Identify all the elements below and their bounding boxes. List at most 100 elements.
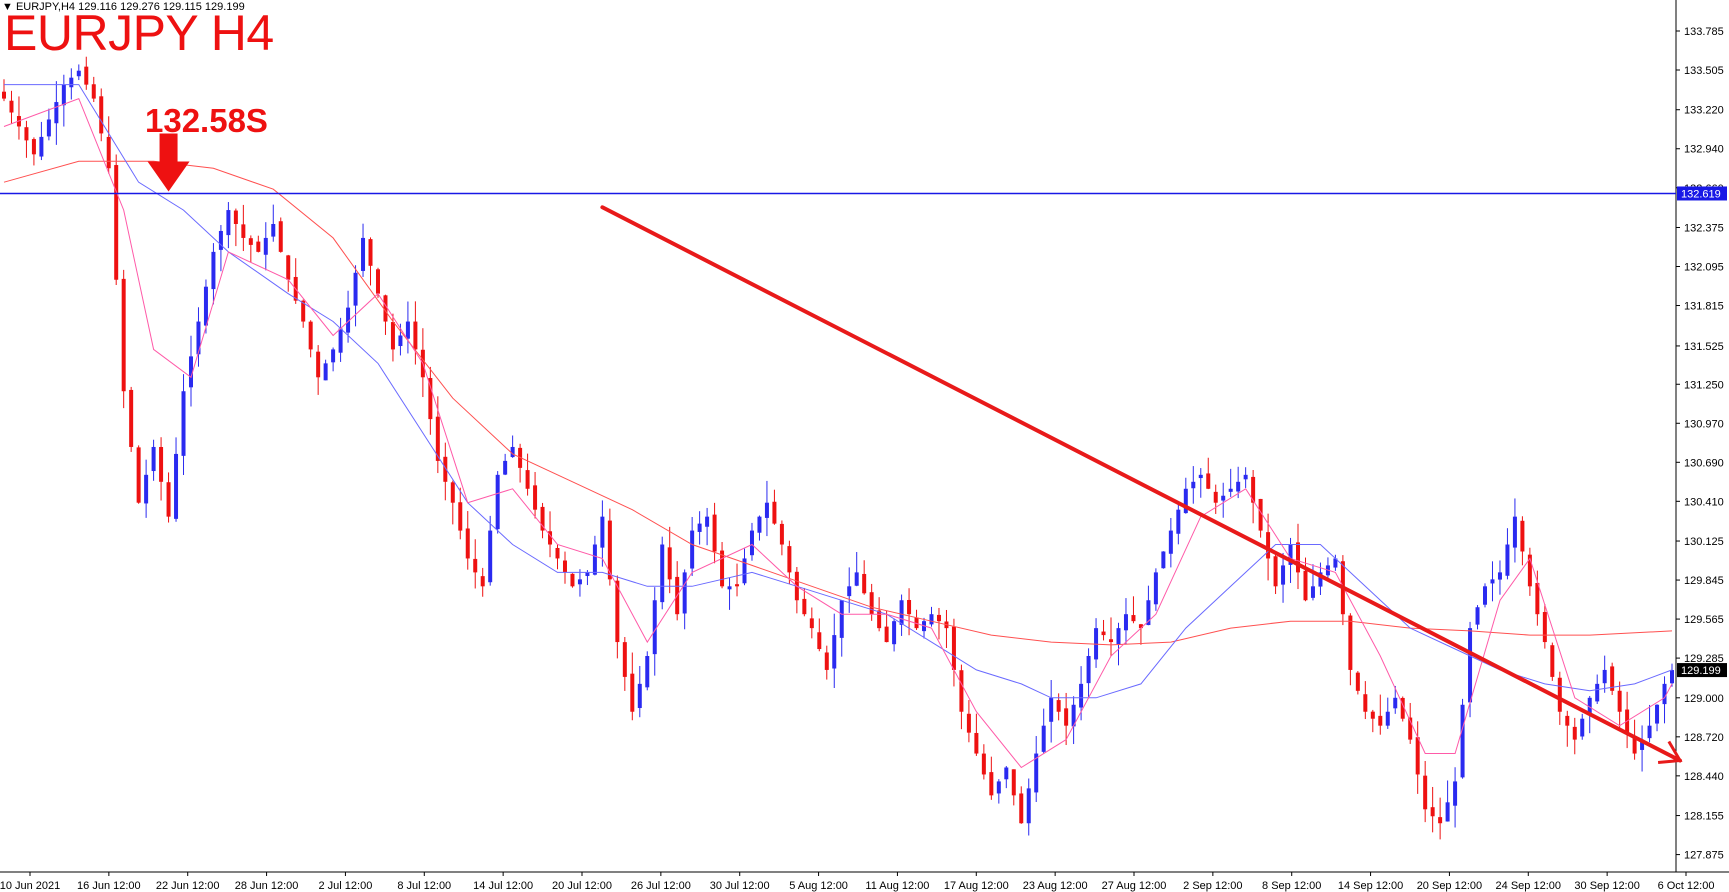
bear-candle (884, 626, 889, 643)
bear-candle (428, 377, 433, 420)
bull-candle (361, 237, 366, 271)
x-tick-label: 17 Aug 12:00 (944, 880, 1009, 892)
bull-candle (1670, 670, 1674, 684)
x-tick-label: 20 Jul 12:00 (552, 880, 612, 892)
bear-candle (443, 456, 448, 482)
bull-candle (1026, 788, 1031, 824)
bear-candle (615, 580, 620, 643)
bull-candle (353, 272, 358, 306)
y-tick-label: 130.690 (1684, 457, 1724, 469)
bear-candle (735, 584, 740, 587)
moving-average-fast (3, 97, 1673, 769)
bull-candle (1161, 551, 1166, 569)
bear-candle (31, 139, 36, 155)
y-tick-label: 131.525 (1684, 341, 1724, 353)
bear-candle (1251, 476, 1256, 503)
bear-candle (989, 772, 994, 796)
bull-candle (495, 474, 500, 530)
bull-candle (832, 635, 837, 669)
sell-arrow-down-icon (147, 133, 190, 192)
bear-candle (824, 652, 829, 670)
bull-candle (181, 391, 186, 456)
bull-candle (996, 781, 1001, 794)
bear-candle (540, 506, 545, 531)
bear-candle (435, 416, 440, 461)
bull-candle (338, 328, 343, 353)
bear-candle (1296, 542, 1301, 573)
bear-candle (1206, 473, 1211, 489)
bull-candle (1580, 718, 1585, 737)
bull-candle (218, 230, 223, 250)
bull-candle (1453, 781, 1458, 806)
chart-title: EURJPY H4 (4, 5, 274, 61)
bull-candle (1191, 481, 1196, 489)
bear-candle (286, 255, 291, 280)
bear-candle (1355, 672, 1360, 691)
bull-candle (690, 530, 695, 569)
bear-candle (99, 96, 104, 134)
bull-candle (488, 530, 493, 583)
bull-candle (600, 516, 605, 548)
bear-candle (1019, 793, 1024, 824)
bear-candle (951, 626, 956, 670)
x-tick-label: 8 Jul 12:00 (397, 880, 451, 892)
bear-candle (465, 528, 470, 559)
bear-candle (383, 295, 388, 322)
y-tick-label: 130.125 (1684, 536, 1724, 548)
sell-level-label: 132.58S (145, 102, 268, 139)
bull-candle (271, 224, 276, 237)
bear-candle (129, 389, 134, 447)
bear-candle (241, 224, 246, 238)
bear-candle (981, 753, 986, 775)
bear-candle (1610, 666, 1615, 691)
bull-candle (503, 460, 508, 475)
bear-candle (84, 66, 89, 85)
bear-candle (2, 91, 6, 99)
bear-candle (1550, 645, 1555, 677)
bull-candle (69, 77, 74, 88)
bull-candle (705, 516, 710, 527)
bear-candle (106, 136, 111, 169)
bear-candle (533, 485, 538, 510)
bear-candle (862, 573, 867, 594)
x-tick-label: 30 Sep 12:00 (1574, 880, 1639, 892)
bull-candle (892, 621, 897, 645)
y-tick-label: 129.565 (1684, 614, 1724, 626)
bull-candle (929, 614, 934, 625)
x-tick-label: 27 Aug 12:00 (1102, 880, 1167, 892)
y-tick-label: 133.505 (1684, 65, 1724, 77)
bull-candle (331, 349, 336, 363)
bear-candle (630, 673, 635, 712)
y-tick-label: 130.410 (1684, 496, 1724, 508)
bear-candle (375, 269, 380, 294)
bull-candle (1221, 495, 1226, 501)
dropdown-triangle-icon[interactable]: ▼ (2, 1, 13, 13)
bear-candle (877, 610, 882, 629)
moving-average-mid (4, 84, 1673, 699)
bear-candle (1415, 737, 1420, 775)
y-tick-label: 130.970 (1684, 418, 1724, 430)
bear-candle (802, 598, 807, 615)
bear-candle (974, 732, 979, 754)
bull-candle (1004, 767, 1009, 780)
x-tick-label: 8 Sep 12:00 (1262, 880, 1321, 892)
bull-candle (510, 446, 515, 458)
bear-candle (720, 550, 725, 587)
bull-candle (899, 600, 904, 625)
bull-candle (398, 335, 403, 347)
bear-candle (1109, 639, 1114, 643)
bear-candle (278, 221, 283, 252)
y-tick-label: 128.720 (1684, 732, 1724, 744)
downtrend-line (600, 205, 1682, 763)
bull-candle (1183, 488, 1188, 514)
bull-candle (1034, 753, 1039, 793)
bull-candle (757, 516, 762, 533)
bull-candle (697, 523, 702, 532)
bear-candle (1617, 690, 1622, 712)
bull-candle (1333, 558, 1338, 568)
bear-candle (1101, 631, 1106, 636)
bull-candle (1393, 697, 1398, 709)
bear-candle (1632, 736, 1637, 754)
bull-candle (1497, 572, 1502, 580)
